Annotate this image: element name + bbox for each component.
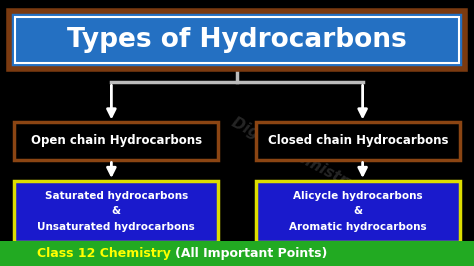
Text: Alicycle hydrocarbons
&
Aromatic hydrocarbons: Alicycle hydrocarbons & Aromatic hydroca… — [289, 191, 427, 232]
FancyBboxPatch shape — [0, 241, 474, 266]
FancyBboxPatch shape — [256, 181, 460, 242]
Text: Digital Kemistry: Digital Kemistry — [229, 115, 358, 193]
Text: (All Important Points): (All Important Points) — [175, 247, 328, 260]
FancyBboxPatch shape — [14, 181, 218, 242]
FancyBboxPatch shape — [256, 122, 460, 160]
FancyBboxPatch shape — [9, 11, 465, 69]
Text: Saturated hydrocarbons
&
Unsaturated hydrocarbons: Saturated hydrocarbons & Unsaturated hyd… — [37, 191, 195, 232]
FancyBboxPatch shape — [14, 122, 218, 160]
Text: Types of Hydrocarbons: Types of Hydrocarbons — [67, 27, 407, 53]
Text: Open chain Hydrocarbons: Open chain Hydrocarbons — [30, 135, 202, 147]
Text: Class 12 Chemistry: Class 12 Chemistry — [37, 247, 175, 260]
Text: Closed chain Hydrocarbons: Closed chain Hydrocarbons — [268, 135, 448, 147]
